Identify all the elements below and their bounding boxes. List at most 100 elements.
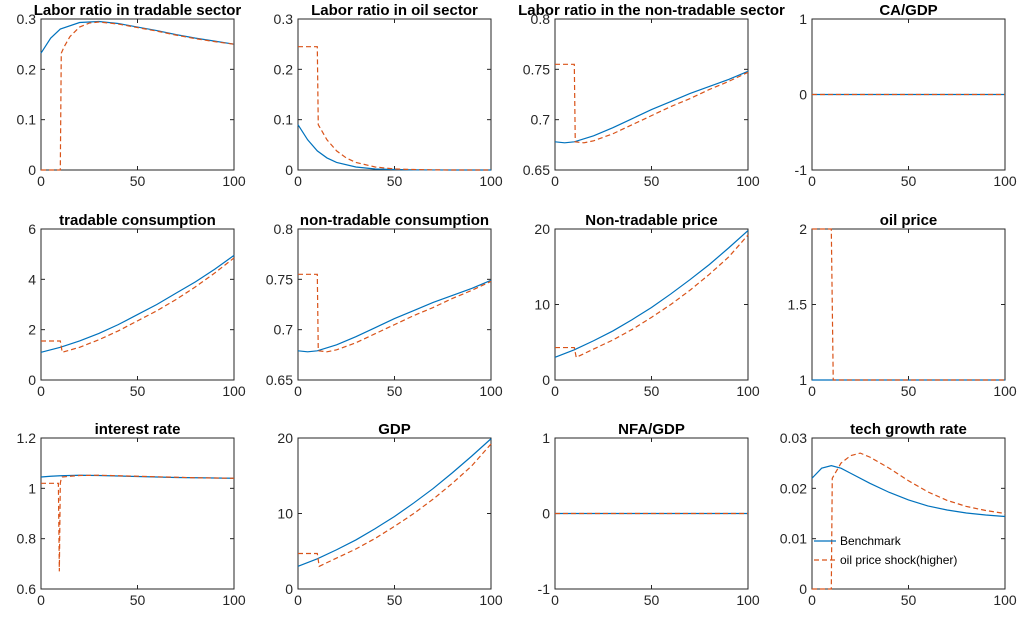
y-tick-label: 10 [534, 297, 550, 313]
x-tick-label: 100 [993, 383, 1017, 399]
x-tick-label: 0 [808, 383, 816, 399]
y-tick-label: 0.1 [274, 112, 294, 128]
x-tick-label: 100 [222, 592, 246, 608]
x-tick-label: 100 [479, 592, 503, 608]
series-oil-shock-line [812, 228, 1005, 381]
y-tick-label: 0.01 [780, 531, 807, 547]
y-tick-label: 0 [799, 581, 807, 597]
x-tick-label: 50 [644, 592, 660, 608]
x-tick-label: 0 [294, 173, 302, 189]
subplot-12: tech growth rate 0 50 100 0 0.01 0.02 0.03 [780, 421, 1017, 608]
legend-label-benchmark: Benchmark [840, 534, 902, 548]
x-tick-label: 50 [901, 383, 917, 399]
x-tick-label: 50 [130, 592, 146, 608]
y-tick-label: 20 [534, 221, 550, 237]
x-tick-label: 0 [37, 173, 45, 189]
series-oil-shock-line [298, 46, 491, 171]
series-oil-shock-line [555, 234, 749, 359]
y-tick-label: 0.7 [274, 322, 294, 338]
subplot-3: Labor ratio in the non-tradable sector 0 5… [518, 2, 785, 189]
legend: Benchmark oil price shock(higher) [814, 534, 957, 567]
subplot-2: Labor ratio in oil sector 0 50 100 0 0.1 0.2 0.… [274, 2, 503, 189]
y-tick-label: 0 [28, 372, 36, 388]
y-tick-label: 1 [799, 372, 807, 388]
subplot-title: tradable consumption [59, 212, 216, 229]
x-tick-label: 50 [644, 173, 660, 189]
axes-box [554, 18, 749, 171]
x-tick-label: 100 [736, 173, 760, 189]
y-tick-label: -1 [795, 162, 808, 178]
x-tick-label: 100 [993, 173, 1017, 189]
y-tick-label: 0 [542, 372, 550, 388]
y-tick-label: 0 [285, 581, 293, 597]
axes-box [40, 437, 235, 590]
subplot-title: Labor ratio in oil sector [311, 2, 478, 19]
x-tick-label: 0 [294, 383, 302, 399]
x-tick-label: 0 [37, 592, 45, 608]
axes-box [297, 437, 492, 590]
y-tick-label: 1.5 [788, 297, 808, 313]
axes-box [297, 18, 492, 171]
x-tick-label: 0 [551, 173, 559, 189]
subplot-9: interest rate 0 50 100 0.6 0.8 1 1.2 [17, 421, 246, 608]
x-tick-label: 0 [808, 592, 816, 608]
series-oil-shock-line [41, 257, 235, 354]
x-tick-label: 100 [479, 173, 503, 189]
y-tick-label: 10 [277, 506, 293, 522]
x-tick-label: 0 [551, 383, 559, 399]
subplot-title: NFA/GDP [618, 421, 685, 438]
y-tick-label: 1 [542, 430, 550, 446]
y-tick-label: 0.2 [274, 61, 294, 77]
y-tick-label: -1 [538, 581, 551, 597]
subplot-title: Labor ratio in tradable sector [34, 2, 242, 19]
y-tick-label: 0.65 [523, 162, 550, 178]
y-tick-label: 0.2 [17, 61, 37, 77]
series-benchmark-line [297, 438, 492, 567]
series-benchmark-line [297, 279, 492, 353]
y-tick-label: 0.75 [523, 61, 550, 77]
y-tick-label: 0.8 [17, 531, 37, 547]
axes-box [40, 228, 235, 381]
subplot-title: GDP [378, 421, 411, 438]
y-tick-label: 0.6 [17, 581, 37, 597]
subplot-8: oil price 0 50 100 1 1.5 2 [788, 212, 1017, 399]
y-tick-label: 0.03 [780, 430, 807, 446]
subplot-title: oil price [880, 212, 938, 229]
axes-box [554, 228, 749, 381]
x-tick-label: 100 [736, 592, 760, 608]
subplot-title: CA/GDP [879, 2, 937, 19]
subplot-title: interest rate [95, 421, 181, 438]
subplot-title: Non-tradable price [585, 212, 718, 229]
series-oil-shock-line [298, 273, 492, 353]
y-tick-label: 4 [28, 271, 36, 287]
y-tick-label: 0.65 [266, 372, 293, 388]
x-tick-label: 50 [130, 173, 146, 189]
y-tick-label: 0.1 [17, 112, 37, 128]
x-tick-label: 50 [130, 383, 146, 399]
series-benchmark-line [40, 254, 235, 353]
legend-label-oil-shock: oil price shock(higher) [840, 553, 957, 567]
x-tick-label: 50 [387, 592, 403, 608]
x-tick-label: 0 [551, 592, 559, 608]
x-tick-label: 100 [222, 383, 246, 399]
x-tick-label: 100 [479, 383, 503, 399]
x-tick-label: 50 [387, 383, 403, 399]
y-tick-label: 2 [799, 221, 807, 237]
y-tick-label: 0.8 [274, 221, 294, 237]
subplot-title: tech growth rate [850, 421, 967, 438]
series-benchmark-line [554, 70, 749, 144]
y-tick-label: 20 [277, 430, 293, 446]
series-oil-shock-line [298, 443, 492, 568]
y-tick-label: 2 [28, 322, 36, 338]
subplot-5: tradable consumption 0 50 100 0 2 4 6 [28, 212, 246, 399]
y-tick-label: 0.02 [780, 480, 807, 496]
y-tick-label: 1 [28, 480, 36, 496]
x-tick-label: 0 [37, 383, 45, 399]
y-tick-label: 0.8 [531, 11, 551, 27]
y-tick-label: 1.2 [17, 430, 37, 446]
subplot-title: non-tradable consumption [300, 212, 489, 229]
y-tick-label: 0.3 [274, 11, 294, 27]
